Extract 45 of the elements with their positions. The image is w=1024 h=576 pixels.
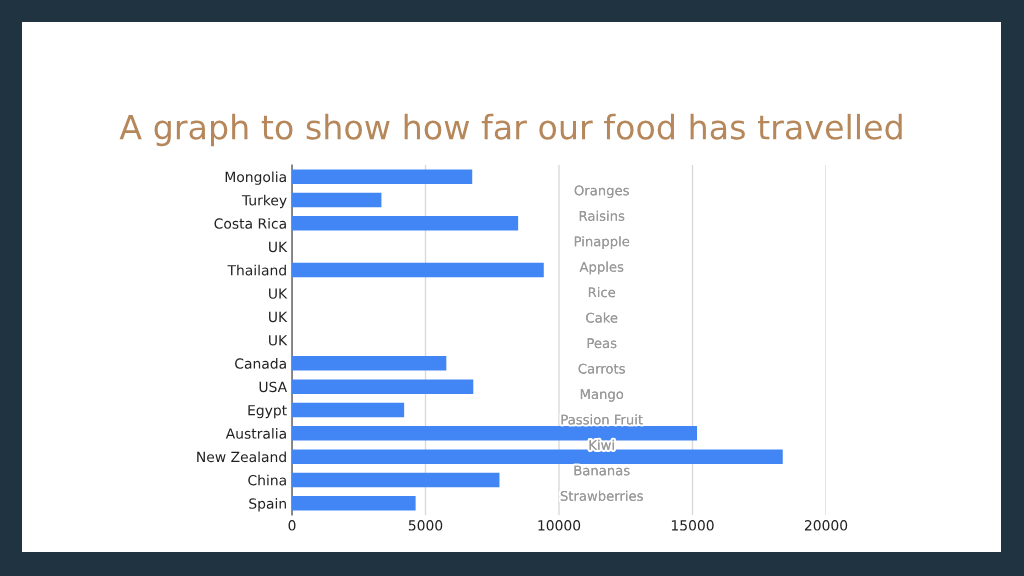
x-tick-label: 10000 [538,520,581,531]
chart-title: A graph to show how far our food has travelled [119,113,902,147]
annotation: Strawberries [560,490,643,501]
y-tick-label: Spain [249,498,286,512]
bar [292,449,783,464]
y-tick-label: Turkey [241,194,287,209]
annotation: Raisins [579,210,625,221]
annotation: Carrots [578,363,625,374]
annotation: Bananas [574,465,630,476]
annotation: Kiwi [589,439,614,450]
y-tick-label: Costa Rica [214,218,286,229]
y-tick-label: UK [269,241,288,253]
bar [292,262,544,278]
annotation: Passion Fruit [561,414,643,425]
x-tick-label: 20000 [804,520,848,531]
y-tick-label: UK [269,335,288,346]
x-tick-label: 0 [288,520,296,531]
bar [292,169,473,184]
annotation: Apples [579,261,624,275]
x-tick-label: 5000 [408,520,443,531]
y-tick-label: New Zealand [197,451,286,463]
annotation: Mango [580,389,624,402]
y-tick-label: Egypt [248,405,287,419]
bar [292,426,698,441]
annotation: Rice [588,287,616,298]
annotation: Cake [586,312,618,323]
bar [292,379,474,394]
annotation: Pinapple [574,236,630,249]
y-tick-label: USA [259,381,288,393]
annotation: Peas [587,338,617,349]
bar [292,496,416,511]
y-tick-label: UK [269,288,288,299]
bar [292,356,447,371]
bar [292,472,500,488]
bar [292,216,519,231]
x-tick-label: 15000 [671,520,714,531]
y-tick-label: Australia [225,428,286,439]
y-tick-label: Mongolia [225,171,286,185]
annotation: Oranges [574,185,629,199]
y-tick-label: Thailand [227,264,286,276]
y-tick-label: China [248,474,286,486]
y-tick-label: Canada [235,358,286,369]
bar [292,402,405,418]
bar [292,192,382,208]
y-tick-label: UK [269,311,288,323]
